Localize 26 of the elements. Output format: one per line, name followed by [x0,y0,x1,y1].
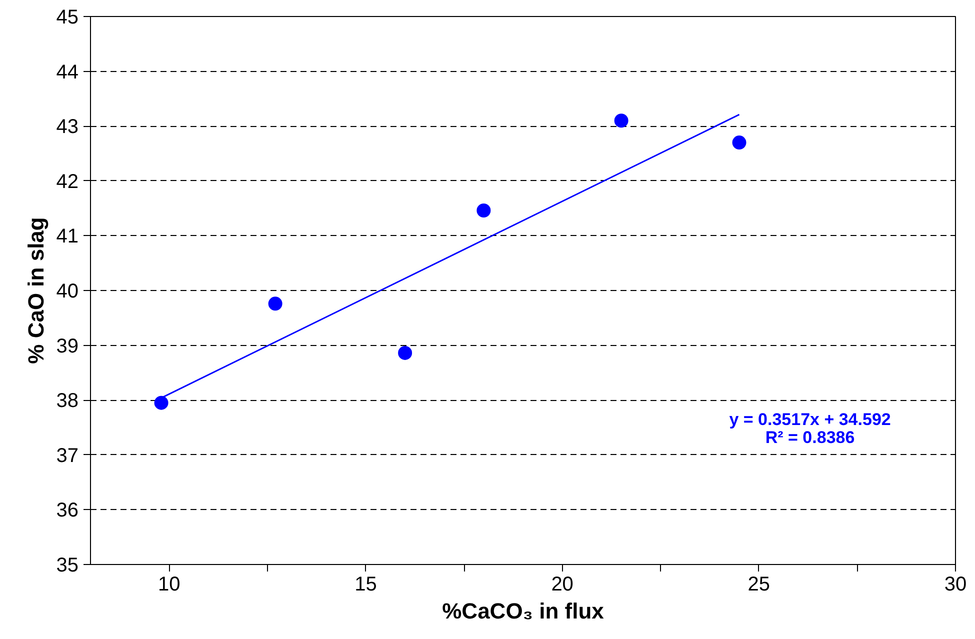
point [398,346,412,360]
y-tick-label: 42 [56,170,79,193]
y-tick-label: 37 [56,444,79,467]
point [732,136,746,150]
point [268,296,282,311]
y-tick-label: 43 [56,116,79,138]
x-tick-label: 15 [354,574,377,596]
x-axis-title: %CaCO₃ in flux [442,598,605,624]
y-tick-label: 40 [56,280,79,302]
x-tick-label: 10 [158,574,180,596]
x-tick-label: 20 [551,574,574,596]
point [476,204,491,218]
y-tick-label: 35 [56,554,79,576]
y-tick-label: 41 [56,226,79,248]
point [614,114,628,128]
x-tick-label: 30 [944,574,967,596]
y-tick-label: 39 [56,335,79,358]
y-axis-title: % CaO in slag [23,217,48,364]
y-tick-label: 36 [56,500,79,522]
annotation: y = 0.3517x + 34.592 [729,410,891,429]
x-tick-label: 25 [748,574,770,596]
y-tick-label: 45 [56,6,79,28]
point [154,396,168,410]
annotation: R² = 0.8386 [765,428,855,447]
y-tick-label: 38 [56,390,79,412]
y-tick-label: 44 [56,61,79,84]
